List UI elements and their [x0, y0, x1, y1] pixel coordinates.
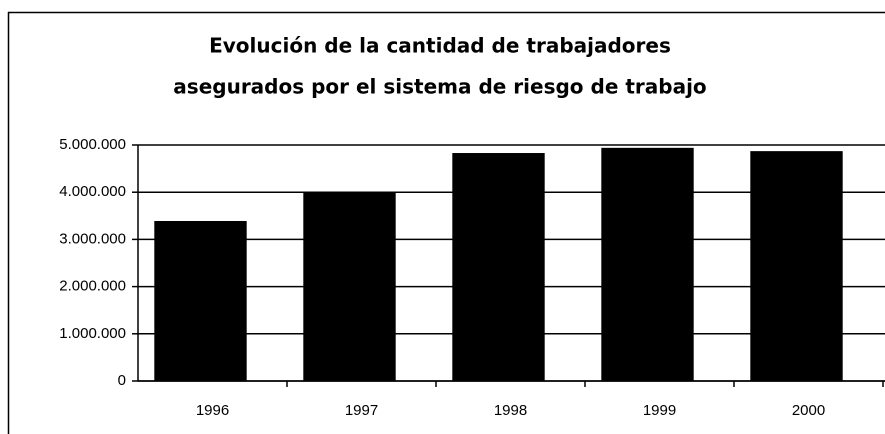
bar — [601, 147, 694, 381]
x-tick-label: 1999 — [643, 402, 676, 419]
bar — [750, 151, 843, 381]
y-tick-label: 1.000.000 — [59, 325, 126, 342]
y-tick-label: 0 — [118, 372, 126, 389]
bar — [303, 192, 396, 381]
y-tick-label: 2.000.000 — [59, 278, 126, 295]
chart-title: Evolución de la cantidad de trabajadores — [209, 34, 671, 58]
bar — [452, 153, 545, 381]
x-tick-label: 1997 — [345, 402, 378, 419]
y-tick-label: 3.000.000 — [59, 230, 126, 247]
bar — [154, 220, 247, 381]
x-tick-label: 1996 — [196, 402, 229, 419]
y-tick-label: 4.000.000 — [59, 183, 126, 200]
x-tick-label: 1998 — [494, 402, 527, 419]
y-tick-label: 5.000.000 — [59, 136, 126, 153]
chart-title: asegurados por el sistema de riesgo de t… — [173, 75, 706, 99]
x-tick-label: 2000 — [792, 402, 825, 419]
